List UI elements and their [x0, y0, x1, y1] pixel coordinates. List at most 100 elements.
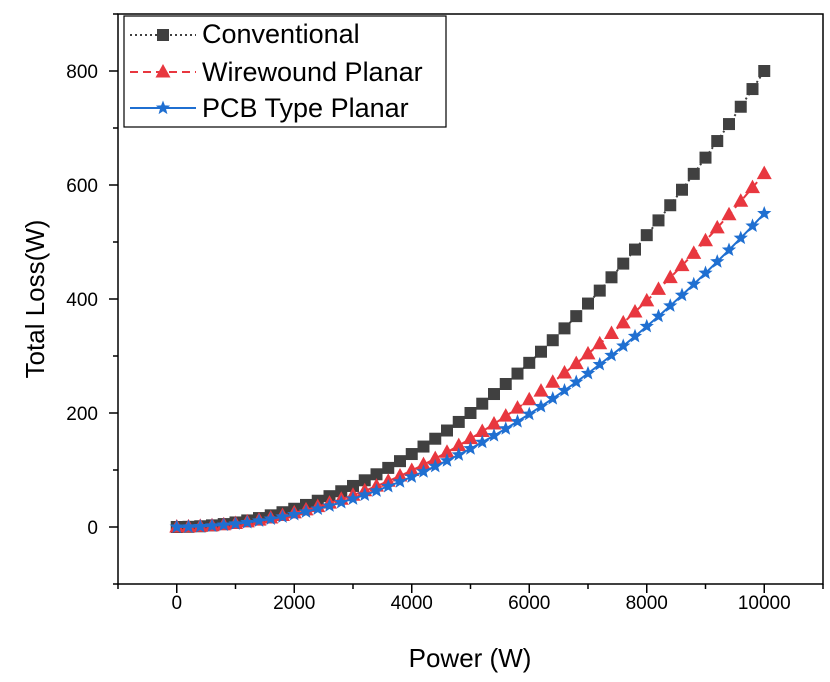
data-point-pcb-type-planar — [533, 398, 549, 413]
data-point-wirewound-planar — [745, 179, 760, 194]
data-point-wirewound-planar — [439, 444, 455, 458]
legend: Conventional Wirewound Planar PCB Type P… — [123, 15, 447, 128]
series-pcb-type-planar — [169, 206, 772, 534]
legend-marker-pcb-type-planar — [155, 100, 171, 115]
y-tick-label: 400 — [66, 290, 98, 311]
data-point-pcb-type-planar — [721, 242, 737, 257]
data-point-pcb-type-planar — [674, 287, 690, 302]
x-tick-label: 4000 — [391, 593, 433, 614]
data-point-pcb-type-planar — [733, 230, 748, 245]
data-point-wirewound-planar — [592, 335, 608, 350]
series-layer — [169, 65, 772, 534]
y-tick-label: 600 — [66, 176, 98, 197]
data-point-wirewound-planar — [510, 400, 525, 414]
data-point-pcb-type-planar — [686, 276, 701, 291]
data-point-pcb-type-planar — [592, 356, 607, 371]
y-tick-label: 800 — [66, 62, 98, 83]
data-point-wirewound-planar — [474, 423, 490, 437]
data-point-conventional — [546, 334, 559, 347]
data-point-pcb-type-planar — [627, 328, 643, 343]
data-point-conventional — [593, 284, 606, 297]
data-point-wirewound-planar — [756, 165, 772, 180]
series-line-wirewound-planar — [176, 172, 766, 528]
data-point-pcb-type-planar — [298, 504, 314, 518]
data-point-conventional — [347, 479, 359, 492]
data-point-conventional — [394, 455, 406, 468]
data-point-pcb-type-planar — [475, 434, 490, 449]
data-point-pcb-type-planar — [345, 491, 361, 505]
data-point-wirewound-planar — [721, 206, 737, 221]
data-point-pcb-type-planar — [486, 428, 502, 442]
data-point-conventional — [676, 183, 688, 196]
data-point-conventional — [746, 83, 759, 96]
data-point-pcb-type-planar — [181, 519, 196, 533]
x-axis: 0 2000 4000 6000 8000 10000 — [117, 584, 824, 614]
data-point-conventional — [523, 356, 536, 369]
data-point-wirewound-planar — [404, 462, 420, 476]
data-point-wirewound-planar — [545, 374, 561, 388]
data-point-pcb-type-planar — [404, 469, 419, 483]
y-axis: 0 200 400 600 800 — [66, 13, 118, 585]
data-point-wirewound-planar — [662, 269, 678, 284]
series-line-conventional — [176, 70, 766, 528]
data-point-pcb-type-planar — [439, 453, 455, 467]
data-point-conventional — [687, 167, 700, 180]
x-tick-label: 2000 — [273, 593, 315, 614]
data-point-pcb-type-planar — [240, 514, 255, 529]
data-point-pcb-type-planar — [757, 206, 772, 220]
data-point-pcb-type-planar — [557, 382, 572, 397]
data-point-wirewound-planar — [486, 415, 502, 430]
data-point-wirewound-planar — [615, 314, 631, 329]
data-point-conventional — [617, 257, 630, 270]
data-point-wirewound-planar — [674, 257, 690, 272]
data-point-conventional — [441, 424, 453, 437]
data-point-wirewound-planar — [557, 365, 572, 379]
data-point-conventional — [476, 397, 489, 410]
data-point-pcb-type-planar — [569, 374, 584, 389]
data-point-conventional — [358, 474, 371, 487]
series-wirewound-planar — [169, 165, 772, 533]
data-point-pcb-type-planar — [275, 509, 290, 523]
data-point-conventional — [511, 367, 524, 380]
data-point-pcb-type-planar — [381, 478, 396, 493]
data-point-wirewound-planar — [451, 437, 467, 452]
data-point-conventional — [417, 440, 430, 453]
data-point-pcb-type-planar — [639, 318, 654, 333]
data-point-pcb-type-planar — [580, 365, 596, 380]
y-axis-label: Total Loss(W) — [20, 220, 50, 379]
legend-label-conventional: Conventional — [202, 19, 360, 49]
data-point-conventional — [488, 388, 500, 401]
data-point-pcb-type-planar — [710, 254, 725, 268]
x-tick-label: 10000 — [738, 593, 791, 614]
data-point-conventional — [652, 214, 665, 227]
y-tick-label: 0 — [87, 518, 98, 539]
data-point-conventional — [335, 485, 348, 498]
data-point-pcb-type-planar — [392, 474, 408, 488]
data-point-wirewound-planar — [521, 391, 537, 406]
data-point-pcb-type-planar — [745, 218, 760, 232]
x-axis-label: Power (W) — [409, 643, 532, 673]
data-point-pcb-type-planar — [451, 447, 466, 461]
data-point-pcb-type-planar — [416, 464, 431, 478]
data-point-pcb-type-planar — [616, 338, 631, 352]
data-point-conventional — [629, 243, 641, 256]
data-point-conventional — [499, 377, 512, 390]
data-point-pcb-type-planar — [510, 414, 525, 428]
data-point-conventional — [711, 135, 724, 148]
data-point-pcb-type-planar — [287, 506, 302, 521]
data-point-pcb-type-planar — [169, 519, 184, 534]
data-point-conventional — [664, 199, 677, 212]
data-point-pcb-type-planar — [698, 265, 713, 280]
data-point-conventional — [370, 468, 383, 481]
data-point-wirewound-planar — [427, 450, 443, 465]
data-point-wirewound-planar — [568, 355, 584, 370]
legend-label-pcb-type-planar: PCB Type Planar — [202, 93, 409, 123]
x-tick-label: 6000 — [508, 593, 550, 614]
data-point-pcb-type-planar — [193, 519, 208, 533]
data-point-wirewound-planar — [651, 281, 666, 295]
y-tick-label: 200 — [66, 404, 98, 425]
data-point-conventional — [582, 297, 594, 310]
data-point-conventional — [429, 432, 442, 445]
data-point-pcb-type-planar — [204, 518, 220, 532]
